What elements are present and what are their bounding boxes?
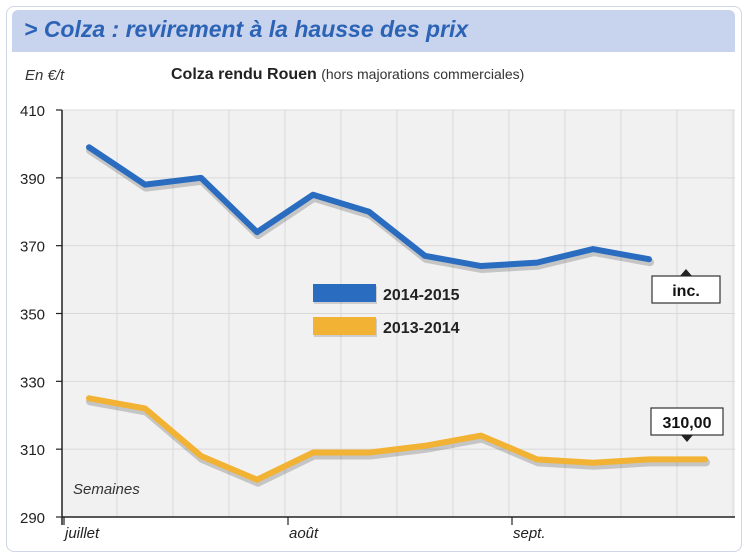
y-tick-label: 290 <box>20 510 45 527</box>
annotation-label: inc. <box>672 283 700 300</box>
y-tick-label: 370 <box>20 239 45 256</box>
series-line-2013-2014 <box>86 395 708 483</box>
y-tick-label: 330 <box>20 374 45 391</box>
x-category-label: août <box>289 525 319 542</box>
annotation-box <box>650 407 724 436</box>
y-tick-label: 350 <box>20 307 45 324</box>
header-bar: > Colza : revirement à la hausse des pri… <box>12 10 735 52</box>
y-tick-label: 410 <box>20 103 45 120</box>
legend-swatch <box>313 317 376 335</box>
y-axis-unit-label: En €/t <box>25 67 65 84</box>
down-arrow-icon <box>681 435 693 442</box>
x-category-label: sept. <box>513 525 546 542</box>
x-category-label: juillet <box>63 525 100 542</box>
x-axis-title: Semaines <box>73 481 140 498</box>
y-tick-label: 390 <box>20 171 45 188</box>
annotation-label: 310,00 <box>663 415 712 432</box>
annotation-box <box>651 275 721 304</box>
chart-title: Colza rendu Rouen <box>171 66 317 83</box>
up-arrow-icon <box>680 269 692 276</box>
chart-title-block: Colza rendu Rouen (hors majorations comm… <box>171 66 524 84</box>
legend-label: 2014-2015 <box>383 287 460 304</box>
legend-label: 2013-2014 <box>383 320 460 337</box>
chart-subtitle: (hors majorations commerciales) <box>321 66 525 82</box>
legend-swatch <box>313 284 376 302</box>
page-title: > Colza : revirement à la hausse des pri… <box>24 16 469 42</box>
y-tick-label: 310 <box>20 442 45 459</box>
